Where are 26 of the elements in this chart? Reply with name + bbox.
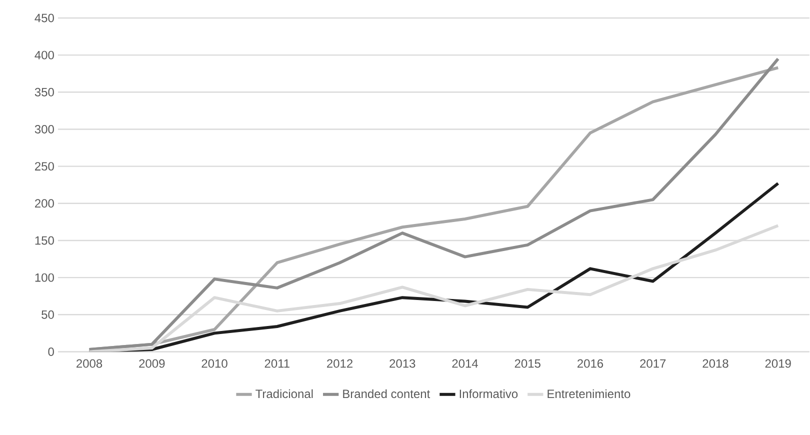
x-tick-label: 2019 [765,359,791,368]
y-tick-label: 0 [48,348,54,356]
x-tick-label: 2016 [577,359,604,368]
legend-label: Tradicional [256,389,313,398]
x-tick-label: 2014 [452,359,478,368]
y-tick-label: 400 [34,50,54,60]
x-tick-label: 2013 [390,359,416,368]
y-tick-label: 50 [42,310,54,320]
y-tick-label: 200 [35,199,54,208]
legend-label: Entretenimiento [548,389,630,398]
x-tick-label: 2012 [327,359,352,368]
y-tick-label: 250 [35,162,54,171]
y-tick-label: 350 [34,88,54,97]
x-tick-label: 2010 [202,359,228,368]
legend-label: Branded content [343,389,430,398]
y-tick-label: 450 [34,14,54,22]
y-tick-label: 100 [35,273,54,282]
x-tick-label: 2015 [514,359,540,368]
x-tick-label: 2008 [76,359,102,368]
x-tick-label: 2017 [640,359,666,368]
x-tick-label: 2009 [139,359,165,368]
y-tick-label: 150 [35,236,54,245]
y-tick-label: 300 [34,125,54,134]
legend-label: Informativo [460,389,518,398]
x-tick-label: 2018 [702,359,728,368]
x-tick-label: 2011 [264,359,290,368]
